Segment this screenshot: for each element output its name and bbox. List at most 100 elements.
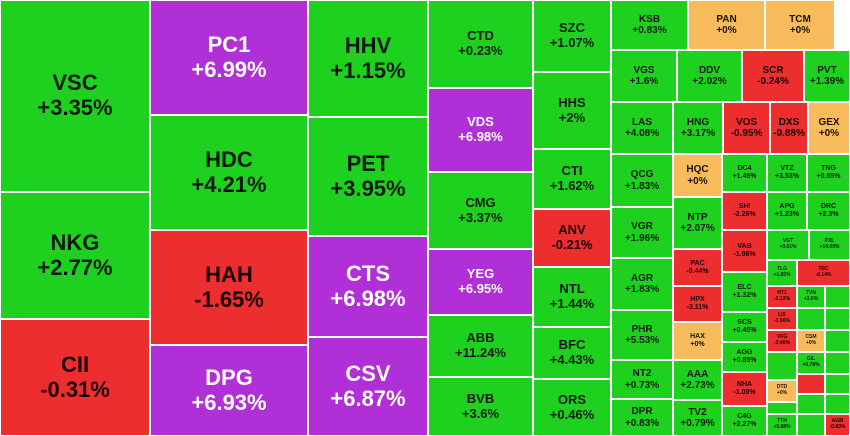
stock-tile-vfg[interactable]: VFG -2.46% <box>767 330 797 352</box>
price-change-percent: +6.93% <box>191 389 267 415</box>
stock-tile-lix[interactable]: LIX -1.96% <box>767 308 797 330</box>
stock-tile-gil[interactable]: GIL +0.78% <box>797 352 825 374</box>
stock-tile-hax[interactable]: HAX +0% <box>673 322 722 360</box>
stock-tile-aaa[interactable]: AAA +2.73% <box>673 360 722 400</box>
stock-tile-ksb[interactable]: KSB +0.83% <box>611 0 688 50</box>
stock-tile-vab[interactable]: VAB -1.96% <box>722 230 767 272</box>
stock-tile-cts[interactable]: CTS +6.98% <box>308 236 428 337</box>
stock-tile-pac[interactable]: PAC -0.44% <box>673 249 722 286</box>
stock-tile-nt2[interactable]: NT2 +0.73% <box>611 360 673 399</box>
stock-tile-bvb[interactable]: BVB +3.6% <box>428 377 533 436</box>
stock-tile-tvn[interactable]: TVN +3.6% <box>797 286 825 308</box>
price-change-percent: +0% <box>716 25 737 36</box>
stock-tile-elc[interactable]: ELC +1.32% <box>722 272 767 312</box>
stock-tile-vgr[interactable]: VGR +1.96% <box>611 207 673 258</box>
stock-symbol: ANV <box>558 222 586 238</box>
stock-tile-tng[interactable]: TNG +0.95% <box>807 154 850 192</box>
price-change-percent: +1.15% <box>330 57 406 83</box>
stock-tile-tcm[interactable]: TCM +0% <box>765 0 835 50</box>
stock-tile-small[interactable] <box>797 394 825 414</box>
stock-tile-shi[interactable]: SHI -2.26% <box>722 192 767 230</box>
stock-tile-vgt[interactable]: VGT +0.61% <box>767 230 809 260</box>
stock-tile-ht1[interactable]: HT1 -2.12% <box>767 286 797 308</box>
stock-tile-scr[interactable]: SCR -0.24% <box>742 50 804 102</box>
stock-tile-yeg[interactable]: YEG +6.95% <box>428 249 533 315</box>
stock-tile-vtz[interactable]: VTZ +3.53% <box>767 154 807 192</box>
stock-symbol: PHR <box>631 323 653 335</box>
stock-tile-pvt[interactable]: PVT +1.39% <box>804 50 850 102</box>
stock-tile-cti[interactable]: CTI +1.62% <box>533 149 611 209</box>
stock-tile-cmg[interactable]: CMG +3.37% <box>428 172 533 249</box>
stock-tile-ntl[interactable]: NTL +1.44% <box>533 267 611 327</box>
stock-tile-small[interactable] <box>825 374 850 394</box>
stock-tile-vds[interactable]: VDS +6.98% <box>428 88 533 172</box>
stock-tile-dxs[interactable]: DXS -0.88% <box>770 102 808 154</box>
stock-tile-cii[interactable]: CII -0.31% <box>0 319 150 436</box>
stock-symbol: VSC <box>52 70 98 96</box>
stock-tile-las[interactable]: LAS +4.08% <box>611 102 673 154</box>
price-change-percent: -1.65% <box>194 286 264 312</box>
stock-tile-small[interactable] <box>797 308 825 330</box>
stock-tile-agr[interactable]: AGR +1.83% <box>611 258 673 310</box>
stock-tile-dpr[interactable]: DPR +0.83% <box>611 399 673 436</box>
stock-tile-agm[interactable]: AGM -0.83% <box>825 414 850 436</box>
stock-symbol: ELC <box>737 284 752 292</box>
stock-tile-small[interactable] <box>797 374 825 394</box>
stock-tile-dc4[interactable]: DC4 +1.45% <box>722 154 767 192</box>
price-change-percent: +2.77% <box>37 254 113 280</box>
stock-tile-vgs[interactable]: VGS +1.6% <box>611 50 677 102</box>
stock-tile-trc[interactable]: TRC -0.14% <box>797 260 850 286</box>
stock-tile-hdc[interactable]: HDC +4.21% <box>150 115 308 230</box>
stock-tile-hng[interactable]: HNG +3.17% <box>673 102 723 154</box>
stock-tile-small[interactable] <box>825 308 850 330</box>
stock-tile-hhv[interactable]: HHV +1.15% <box>308 0 428 117</box>
stock-tile-nha[interactable]: NHA -1.09% <box>722 372 767 406</box>
price-change-percent: -0.95% <box>730 128 763 139</box>
stock-tile-small[interactable] <box>767 402 797 414</box>
stock-tile-gex[interactable]: GEX +0% <box>808 102 850 154</box>
stock-tile-ntp[interactable]: NTP +2.07% <box>673 197 722 249</box>
stock-tile-hpx[interactable]: HPX -3.11% <box>673 286 722 322</box>
price-change-percent: +1.32% <box>732 292 757 299</box>
stock-tile-small[interactable] <box>767 352 797 380</box>
stock-tile-hhs[interactable]: HHS +2% <box>533 72 611 149</box>
stock-tile-small[interactable] <box>825 330 850 352</box>
stock-tile-anv[interactable]: ANV -0.21% <box>533 209 611 267</box>
stock-symbol: VOS <box>735 116 758 128</box>
stock-tile-tv2[interactable]: TV2 +0.79% <box>673 400 722 436</box>
stock-tile-vsc[interactable]: VSC +3.35% <box>0 0 150 192</box>
stock-tile-pan[interactable]: PAN +0% <box>688 0 765 50</box>
stock-tile-tth[interactable]: TTH +5.88% <box>767 414 797 436</box>
stock-tile-vos[interactable]: VOS -0.95% <box>723 102 770 154</box>
stock-tile-hqc[interactable]: HQC +0% <box>673 154 722 197</box>
stock-tile-tlg[interactable]: TLG +1.65% <box>767 260 797 286</box>
stock-tile-bfc[interactable]: BFC +4.43% <box>533 327 611 379</box>
stock-tile-csm[interactable]: CSM +0% <box>797 330 825 352</box>
stock-tile-szc[interactable]: SZC +1.07% <box>533 0 611 72</box>
stock-tile-small[interactable] <box>825 394 850 414</box>
stock-tile-small[interactable] <box>825 286 850 308</box>
stock-symbol: HHS <box>558 94 586 110</box>
stock-tile-c4g[interactable]: C4G +2.27% <box>722 406 767 436</box>
stock-tile-hah[interactable]: HAH -1.65% <box>150 230 308 345</box>
stock-tile-drc[interactable]: DRC +2.3% <box>807 192 850 230</box>
stock-tile-pet[interactable]: PET +3.95% <box>308 117 428 236</box>
stock-tile-phr[interactable]: PHR +5.53% <box>611 310 673 360</box>
stock-tile-small[interactable] <box>825 352 850 374</box>
stock-tile-pxl[interactable]: PXL +14.09% <box>809 230 850 260</box>
stock-tile-abb[interactable]: ABB +11.24% <box>428 315 533 377</box>
stock-tile-pc1[interactable]: PC1 +6.99% <box>150 0 308 115</box>
stock-tile-ors[interactable]: ORS +0.46% <box>533 379 611 436</box>
stock-tile-dpg[interactable]: DPG +6.93% <box>150 345 308 436</box>
stock-tile-apg[interactable]: APG +1.23% <box>767 192 807 230</box>
stock-tile-dtd[interactable]: DTD +0% <box>767 380 797 402</box>
stock-tile-scs[interactable]: SCS +0.45% <box>722 312 767 342</box>
stock-symbol: AAA <box>686 368 709 380</box>
stock-tile-csv[interactable]: CSV +6.87% <box>308 337 428 436</box>
stock-tile-nkg[interactable]: NKG +2.77% <box>0 192 150 319</box>
stock-tile-ddv[interactable]: DDV +2.02% <box>677 50 742 102</box>
stock-tile-ctd[interactable]: CTD +0.23% <box>428 0 533 88</box>
stock-tile-small[interactable] <box>797 414 825 436</box>
stock-tile-agg[interactable]: AGG +0.85% <box>722 342 767 372</box>
stock-tile-qcg[interactable]: QCG +1.83% <box>611 154 673 207</box>
